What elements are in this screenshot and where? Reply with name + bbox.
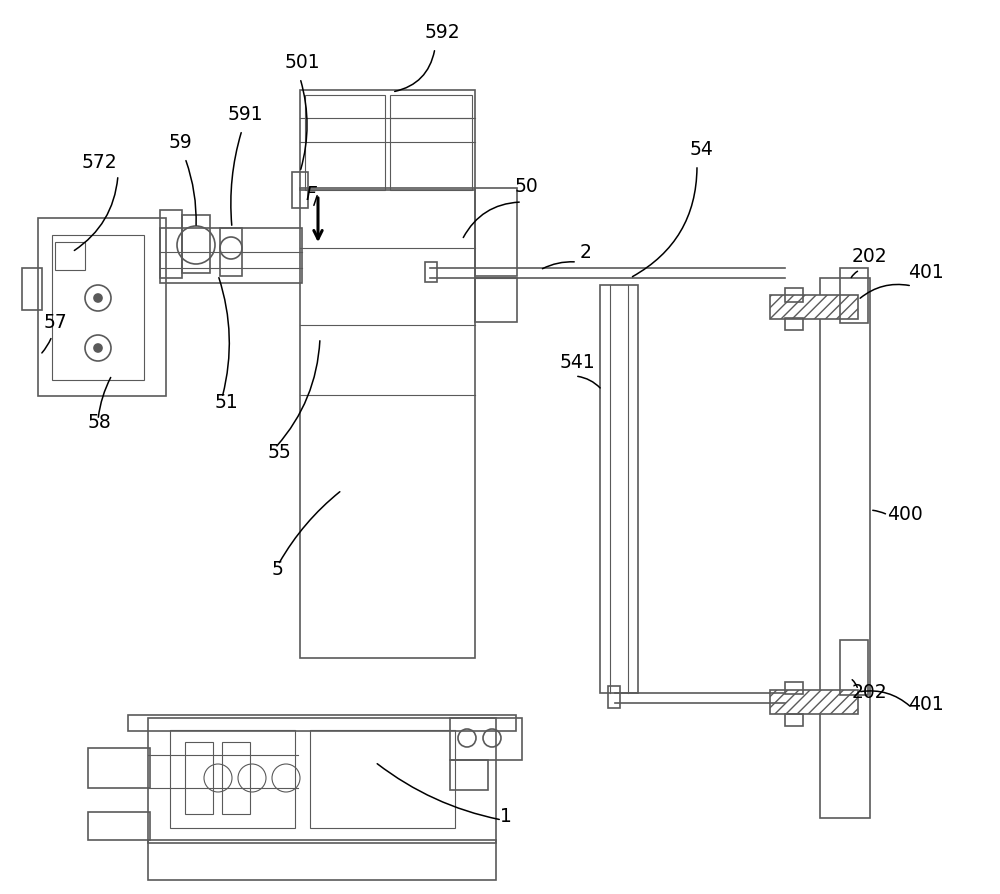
Text: 50: 50 [515, 177, 539, 196]
Text: 2: 2 [580, 243, 592, 262]
Circle shape [94, 344, 102, 352]
Bar [148, 718, 496, 843]
Bar [425, 262, 437, 282]
Bar [170, 730, 295, 828]
Text: 501: 501 [285, 53, 321, 72]
Bar [785, 288, 803, 302]
Text: 57: 57 [44, 313, 68, 332]
Text: 51: 51 [215, 393, 239, 412]
Bar [148, 840, 496, 880]
Bar [840, 640, 868, 695]
Text: 541: 541 [560, 353, 596, 372]
Bar [785, 318, 803, 330]
Bar [160, 228, 302, 283]
Text: 1: 1 [500, 807, 512, 826]
Bar [300, 188, 475, 658]
Text: 592: 592 [425, 23, 461, 42]
Bar [450, 718, 522, 760]
Bar [52, 235, 144, 380]
Bar [88, 748, 150, 788]
Bar [770, 295, 858, 319]
Bar [182, 215, 210, 273]
Text: 572: 572 [82, 153, 118, 172]
Bar [390, 95, 472, 190]
Bar [292, 172, 308, 208]
Bar [600, 285, 638, 693]
Bar [222, 742, 250, 814]
Text: 401: 401 [908, 263, 944, 282]
Bar [475, 188, 517, 276]
Text: 59: 59 [169, 133, 193, 152]
Text: 54: 54 [690, 140, 714, 159]
Text: 55: 55 [268, 443, 292, 462]
Bar [820, 278, 870, 818]
Bar [785, 714, 803, 726]
Bar [38, 218, 166, 396]
Circle shape [94, 294, 102, 302]
Bar [185, 742, 213, 814]
Bar [608, 686, 620, 708]
Bar [220, 228, 242, 276]
Text: 202: 202 [852, 247, 888, 266]
Text: 58: 58 [88, 413, 112, 432]
Bar [300, 90, 475, 190]
Bar [840, 268, 868, 323]
Bar [475, 278, 517, 322]
Bar [785, 682, 803, 694]
Bar [55, 242, 85, 270]
Bar [22, 268, 42, 310]
Bar [160, 210, 182, 278]
Bar [305, 95, 385, 190]
Bar [450, 760, 488, 790]
Text: 400: 400 [887, 505, 923, 524]
Text: F: F [305, 185, 316, 204]
Text: 5: 5 [272, 560, 284, 579]
Bar [310, 730, 455, 828]
Text: 401: 401 [908, 695, 944, 714]
Text: 202: 202 [852, 683, 888, 702]
Bar [88, 812, 150, 840]
Bar [770, 690, 858, 714]
Text: 591: 591 [228, 105, 264, 124]
Bar [128, 715, 516, 731]
